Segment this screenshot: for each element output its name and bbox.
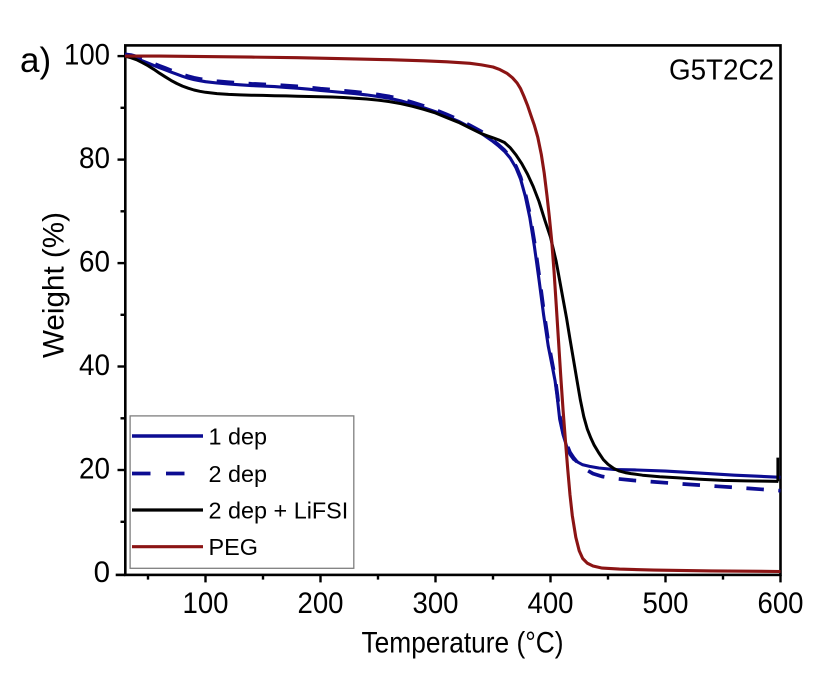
svg-text:Temperature (°C): Temperature (°C) xyxy=(362,627,564,660)
svg-text:0: 0 xyxy=(94,556,110,589)
svg-text:300: 300 xyxy=(413,587,459,620)
svg-text:1 dep: 1 dep xyxy=(209,423,268,449)
svg-text:40: 40 xyxy=(79,349,110,382)
svg-text:600: 600 xyxy=(758,587,804,620)
svg-text:20: 20 xyxy=(79,453,110,486)
svg-text:400: 400 xyxy=(528,587,574,620)
svg-text:PEG: PEG xyxy=(209,534,258,560)
svg-text:60: 60 xyxy=(79,246,110,279)
svg-text:100: 100 xyxy=(64,39,110,72)
svg-text:200: 200 xyxy=(298,587,344,620)
svg-text:Weight (%): Weight (%) xyxy=(38,212,71,358)
svg-text:2 dep: 2 dep xyxy=(209,461,268,487)
svg-text:2 dep + LiFSI: 2 dep + LiFSI xyxy=(209,497,349,523)
svg-text:500: 500 xyxy=(643,587,689,620)
svg-text:100: 100 xyxy=(183,587,229,620)
svg-text:80: 80 xyxy=(79,142,110,175)
svg-text:a): a) xyxy=(20,41,51,80)
svg-text:G5T2C2: G5T2C2 xyxy=(669,55,774,87)
